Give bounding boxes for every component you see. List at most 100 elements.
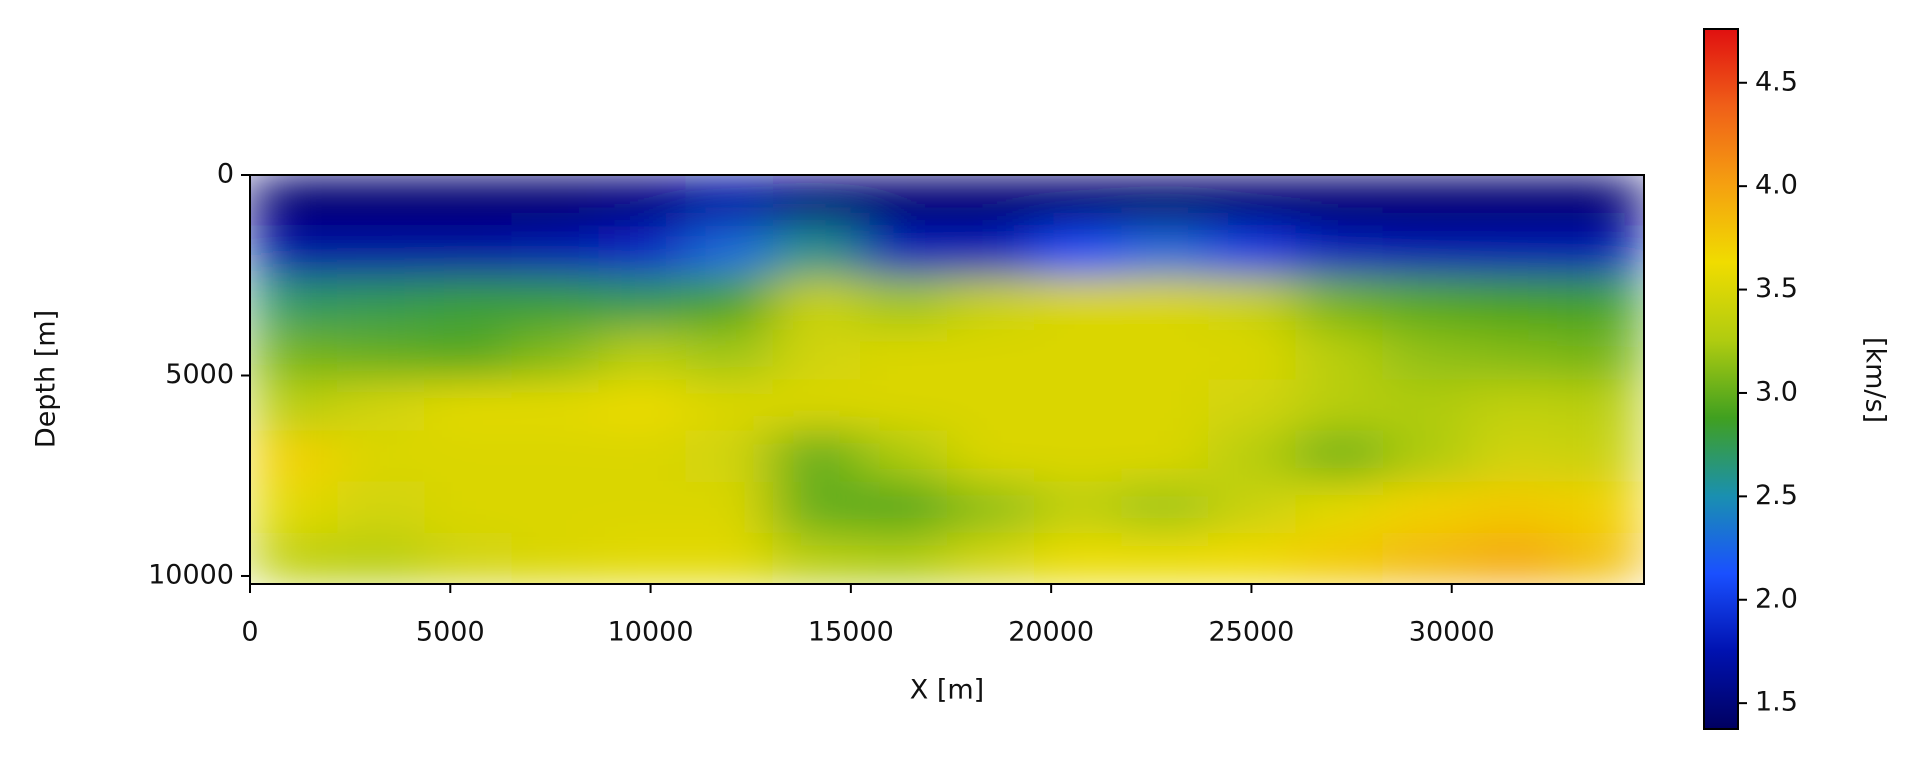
- heatmap-cell: [772, 328, 861, 380]
- heatmap-cell: [685, 328, 774, 380]
- heatmap-cell: [1382, 328, 1471, 380]
- heatmap-cell: [598, 226, 687, 278]
- heatmap-cell: [1208, 226, 1296, 278]
- heatmap-cell: [685, 481, 774, 534]
- colorbar-tick-label: 4.0: [1755, 170, 1798, 201]
- plot-frame: [249, 174, 1645, 585]
- heatmap-cell: [859, 226, 948, 278]
- heatmap-cell: [1382, 175, 1471, 227]
- heatmap-cell: [1382, 430, 1471, 483]
- heatmap-cell: [1208, 430, 1296, 483]
- heatmap-cell: [1382, 277, 1471, 329]
- heatmap-cell: [511, 532, 599, 584]
- heatmap-cell: [772, 226, 861, 278]
- heatmap-cell: [337, 532, 425, 584]
- heatmap-cell: [250, 379, 338, 432]
- heatmap-cell: [424, 277, 512, 329]
- heatmap-cell: [859, 379, 948, 432]
- heatmap-cell: [859, 328, 948, 380]
- heatmap-cell: [1208, 277, 1296, 329]
- heatmap-cell: [859, 430, 948, 483]
- heatmap-cell: [1469, 430, 1558, 483]
- heatmap-cell: [1034, 532, 1122, 584]
- heatmap-cell: [1556, 226, 1644, 278]
- heatmap-cell: [1034, 328, 1122, 380]
- x-tick-label: 5000: [416, 617, 485, 648]
- heatmap-cell: [337, 226, 425, 278]
- heatmap-cell: [1556, 430, 1644, 483]
- heatmap-cell: [337, 481, 425, 534]
- heatmap-cell: [859, 481, 948, 534]
- heatmap-cell: [250, 175, 338, 227]
- heatmap-cell: [685, 532, 774, 584]
- heatmap-cell: [424, 379, 512, 432]
- heatmap-cell: [1469, 328, 1558, 380]
- colorbar: [1703, 28, 1739, 730]
- heatmap-cell: [947, 226, 1035, 278]
- heatmap-cell: [1121, 328, 1209, 380]
- colorbar-tick-label: 4.5: [1755, 66, 1798, 97]
- heatmap-cell: [337, 175, 425, 227]
- y-tick-label: 10000: [148, 559, 234, 590]
- heatmap-cell: [685, 226, 774, 278]
- heatmap-cell: [1208, 481, 1296, 534]
- heatmap-cell: [1295, 277, 1384, 329]
- heatmap-cell: [511, 277, 599, 329]
- heatmap-cell: [1382, 532, 1471, 584]
- heatmap-cell: [250, 532, 338, 584]
- heatmap-cell: [1121, 430, 1209, 483]
- heatmap-cell: [424, 328, 512, 380]
- colorbar-tick-label: 2.5: [1755, 480, 1798, 511]
- heatmap-cell: [1382, 379, 1471, 432]
- heatmap-cell: [337, 430, 425, 483]
- heatmap-cell: [511, 226, 599, 278]
- heatmap-cell: [1295, 328, 1384, 380]
- heatmap-cell: [250, 277, 338, 329]
- heatmap-cell: [1121, 277, 1209, 329]
- heatmap-cell: [1208, 175, 1296, 227]
- heatmap-cell: [1034, 379, 1122, 432]
- heatmap-cell: [424, 430, 512, 483]
- heatmap-cell: [859, 175, 948, 227]
- heatmap-cell: [1295, 226, 1384, 278]
- x-tick-label: 10000: [608, 617, 694, 648]
- heatmap-cell: [598, 532, 687, 584]
- heatmap-cell: [1295, 481, 1384, 534]
- heatmap-cell: [947, 277, 1035, 329]
- heatmap-cell: [424, 481, 512, 534]
- heatmap-cell: [772, 430, 861, 483]
- heatmap-cell: [424, 226, 512, 278]
- colorbar-label: [km/s]: [1860, 337, 1891, 423]
- heatmap-cell: [772, 481, 861, 534]
- heatmap-cell: [1295, 430, 1384, 483]
- heatmap-cell: [1208, 532, 1296, 584]
- heatmap-cell: [1295, 175, 1384, 227]
- heatmap-cells: [250, 175, 1644, 584]
- y-axis-label: Depth [m]: [31, 310, 62, 448]
- heatmap-cell: [424, 175, 512, 227]
- heatmap-cell: [685, 430, 774, 483]
- heatmap-cell: [947, 175, 1035, 227]
- heatmap-cell: [1469, 175, 1558, 227]
- heatmap-cell: [1382, 226, 1471, 278]
- heatmap-cell: [1121, 379, 1209, 432]
- heatmap-cell: [1121, 532, 1209, 584]
- heatmap-cell: [1556, 175, 1644, 227]
- heatmap-cell: [859, 277, 948, 329]
- heatmap-cell: [1034, 175, 1122, 227]
- heatmap-cell: [1034, 430, 1122, 483]
- heatmap-cell: [337, 277, 425, 329]
- heatmap-cell: [947, 379, 1035, 432]
- heatmap-cell: [1469, 481, 1558, 534]
- heatmap-cell: [1556, 532, 1644, 584]
- colorbar-tick-label: 1.5: [1755, 687, 1798, 718]
- heatmap-cell: [685, 175, 774, 227]
- heatmap-cell: [685, 379, 774, 432]
- heatmap-cell: [1469, 226, 1558, 278]
- heatmap-cell: [772, 532, 861, 584]
- heatmap-cell: [598, 430, 687, 483]
- heatmap-cell: [250, 430, 338, 483]
- heatmap-cell: [947, 430, 1035, 483]
- heatmap-cell: [250, 328, 338, 380]
- x-tick-label: 20000: [1008, 617, 1094, 648]
